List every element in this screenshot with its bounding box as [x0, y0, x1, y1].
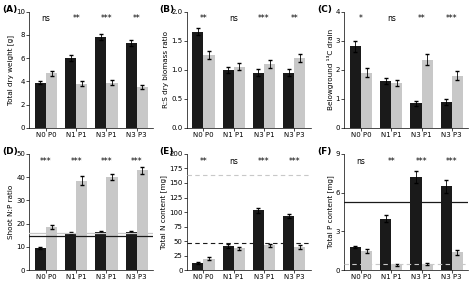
Text: ns: ns — [387, 14, 396, 23]
Text: ***: *** — [100, 14, 112, 23]
Bar — [350, 47, 361, 128]
Bar — [137, 170, 148, 270]
Text: ***: *** — [40, 156, 52, 166]
Bar — [223, 70, 234, 128]
Bar — [107, 177, 118, 270]
Bar — [95, 37, 107, 128]
Bar — [46, 227, 57, 270]
Text: ***: *** — [258, 156, 270, 166]
Bar — [294, 247, 305, 270]
Bar — [421, 59, 433, 128]
Bar — [264, 64, 275, 128]
Bar — [410, 103, 421, 128]
Text: *: * — [359, 14, 363, 23]
Text: ***: *** — [258, 14, 270, 23]
Bar — [46, 73, 57, 128]
Bar — [421, 264, 433, 270]
Bar — [234, 67, 245, 128]
Bar — [203, 55, 215, 128]
Bar — [234, 248, 245, 270]
Text: ***: *** — [71, 156, 82, 166]
Bar — [380, 82, 391, 128]
Text: (C): (C) — [317, 5, 332, 13]
Text: (D): (D) — [2, 147, 18, 156]
Bar — [95, 232, 107, 270]
Bar — [391, 265, 402, 270]
Text: ns: ns — [356, 156, 365, 166]
Bar — [294, 58, 305, 128]
Text: (A): (A) — [2, 5, 17, 13]
Text: **: ** — [418, 14, 425, 23]
Bar — [264, 245, 275, 270]
Bar — [126, 232, 137, 270]
Text: ***: *** — [131, 156, 143, 166]
Text: **: ** — [133, 14, 141, 23]
Y-axis label: R:S dry biomass ratio: R:S dry biomass ratio — [164, 31, 169, 108]
Text: ns: ns — [42, 14, 50, 23]
Text: **: ** — [291, 14, 298, 23]
Bar — [441, 102, 452, 128]
Text: ***: *** — [289, 156, 300, 166]
Text: ***: *** — [100, 156, 112, 166]
Y-axis label: Total N content [mg]: Total N content [mg] — [160, 175, 167, 249]
Text: ***: *** — [446, 156, 457, 166]
Y-axis label: Total P content [mg]: Total P content [mg] — [327, 176, 334, 249]
Bar — [361, 73, 372, 128]
Bar — [76, 181, 87, 270]
Text: (F): (F) — [317, 147, 331, 156]
Bar — [192, 263, 203, 270]
Bar — [35, 83, 46, 128]
Bar — [391, 83, 402, 128]
Bar — [452, 252, 463, 270]
Bar — [35, 248, 46, 270]
Text: **: ** — [73, 14, 80, 23]
Bar — [283, 73, 294, 128]
Bar — [223, 246, 234, 270]
Y-axis label: Total dry weight [g]: Total dry weight [g] — [7, 35, 14, 105]
Bar — [441, 186, 452, 270]
Bar — [137, 87, 148, 128]
Bar — [76, 84, 87, 128]
Text: **: ** — [387, 156, 395, 166]
Bar — [350, 247, 361, 270]
Bar — [65, 58, 76, 128]
Bar — [192, 32, 203, 128]
Bar — [380, 219, 391, 270]
Bar — [126, 43, 137, 128]
Bar — [283, 216, 294, 270]
Text: ns: ns — [229, 14, 238, 23]
Text: **: ** — [200, 156, 207, 166]
Y-axis label: Shoot N:P ratio: Shoot N:P ratio — [8, 185, 14, 239]
Text: ns: ns — [229, 156, 238, 166]
Bar — [253, 210, 264, 270]
Text: ***: *** — [446, 14, 457, 23]
Bar — [203, 259, 215, 270]
Bar — [107, 83, 118, 128]
Bar — [452, 76, 463, 128]
Y-axis label: Belowground ¹³C drain: Belowground ¹³C drain — [327, 29, 334, 110]
Text: **: ** — [200, 14, 207, 23]
Bar — [361, 251, 372, 270]
Text: ***: *** — [416, 156, 428, 166]
Bar — [253, 73, 264, 128]
Text: (B): (B) — [160, 5, 175, 13]
Text: (E): (E) — [160, 147, 174, 156]
Bar — [410, 177, 421, 270]
Bar — [65, 233, 76, 270]
